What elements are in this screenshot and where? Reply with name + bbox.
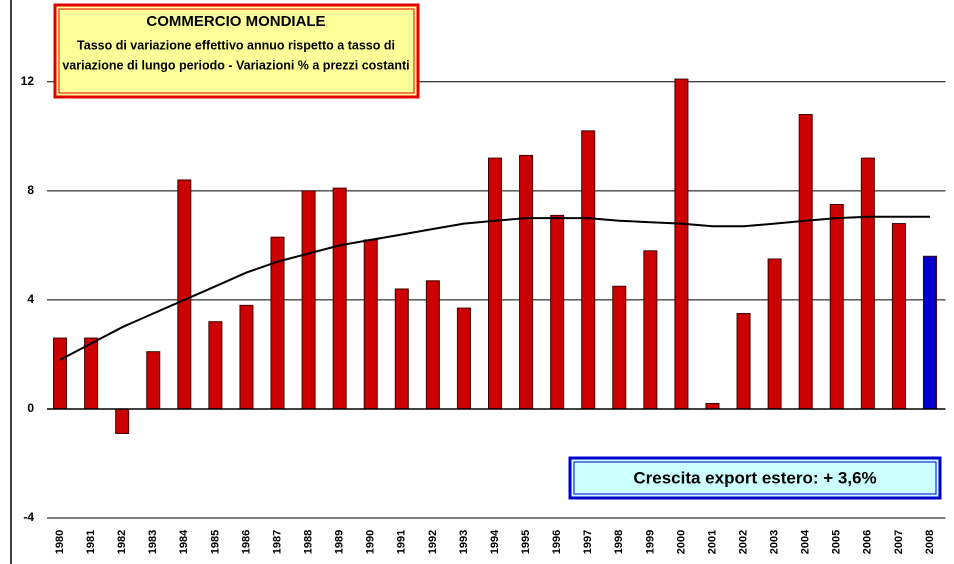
- chart-subtitle: Tasso di variazione effettivo annuo risp…: [77, 38, 395, 52]
- title-box: [53, 3, 420, 99]
- y-tick-label: 4: [27, 292, 34, 306]
- bar: [488, 157, 502, 410]
- bar: [363, 239, 378, 410]
- plot: -4 0 4 8 12 1980 1981 1982 1983 1984 1985 1986 1987 1…: [21, 74, 946, 554]
- bar: [394, 288, 409, 410]
- bar: [891, 223, 906, 410]
- x-tick-label: 1995: [520, 530, 532, 554]
- bar: [922, 255, 937, 410]
- bar: [208, 321, 223, 410]
- x-tick-label: 1996: [551, 530, 563, 554]
- x-tick-label: 2001: [706, 530, 718, 554]
- x-tick-label: 1993: [458, 530, 470, 554]
- x-tick-label: 2005: [831, 530, 843, 554]
- annotation: Crescita export estero: + 3,6%: [633, 468, 876, 487]
- bar: [643, 250, 658, 410]
- chart-title: COMMERCIO MONDIALE: [146, 13, 325, 30]
- bar: [581, 130, 596, 410]
- x-tick-label: 2003: [769, 530, 781, 554]
- bar: [612, 285, 627, 410]
- bar: [425, 280, 440, 410]
- bar: [736, 313, 751, 410]
- x-tick-label: 1983: [147, 530, 159, 554]
- annotation-box: [568, 456, 942, 500]
- annotation-box-inner: [573, 461, 937, 495]
- bar: [53, 337, 68, 410]
- x-tick-label: 1985: [209, 530, 221, 554]
- y-tick-label: 12: [21, 74, 35, 88]
- x-tick-label: 1989: [334, 530, 346, 554]
- bar: [239, 304, 254, 410]
- bar: [332, 187, 347, 410]
- title-box-inner: [58, 8, 415, 94]
- bar: [84, 337, 99, 410]
- x-tick-label: 1997: [582, 530, 594, 554]
- y-tick-label: 8: [27, 183, 34, 197]
- x-tick-label: 2000: [675, 530, 687, 554]
- x-tick-label: 1982: [116, 530, 128, 554]
- bar: [550, 214, 565, 410]
- x-tick-label: 1984: [178, 529, 190, 554]
- bar: [301, 190, 316, 410]
- x-tick-label: 1980: [54, 530, 66, 554]
- bar: [674, 78, 689, 410]
- x-tick-label: 1986: [240, 530, 252, 554]
- x-tick-label: 1991: [396, 530, 408, 554]
- y-tick-label: 0: [27, 401, 34, 415]
- x-tick-label: 1998: [613, 530, 625, 554]
- x-tick-label: 1994: [489, 529, 501, 554]
- trend-line: [59, 215, 930, 361]
- bar: [456, 307, 471, 410]
- x-tick-label: 1988: [302, 530, 314, 554]
- bar: [829, 203, 844, 410]
- bar: [767, 258, 782, 410]
- x-tick-label: 1987: [271, 530, 283, 554]
- x-tick-label: 2008: [924, 530, 936, 554]
- bar: [146, 351, 161, 410]
- x-tick-label: 1981: [85, 530, 97, 554]
- x-tick-label: 1992: [427, 530, 439, 554]
- bar: [177, 179, 192, 410]
- x-tick-label: 2006: [862, 530, 874, 554]
- bar: [519, 154, 534, 410]
- x-tick-label: 2004: [800, 529, 812, 554]
- x-tick-label: 1990: [365, 530, 377, 554]
- x-tick-label: 2007: [893, 530, 905, 554]
- bar: [115, 408, 130, 434]
- bar: [798, 114, 813, 410]
- y-tick-label: -4: [23, 510, 34, 524]
- x-tick-label: 1999: [644, 530, 656, 554]
- x-tick-label: 2002: [737, 530, 749, 554]
- bar: [860, 157, 875, 410]
- bar: [705, 402, 720, 410]
- chart-subtitle: variazione di lungo periodo - Variazioni…: [62, 58, 409, 72]
